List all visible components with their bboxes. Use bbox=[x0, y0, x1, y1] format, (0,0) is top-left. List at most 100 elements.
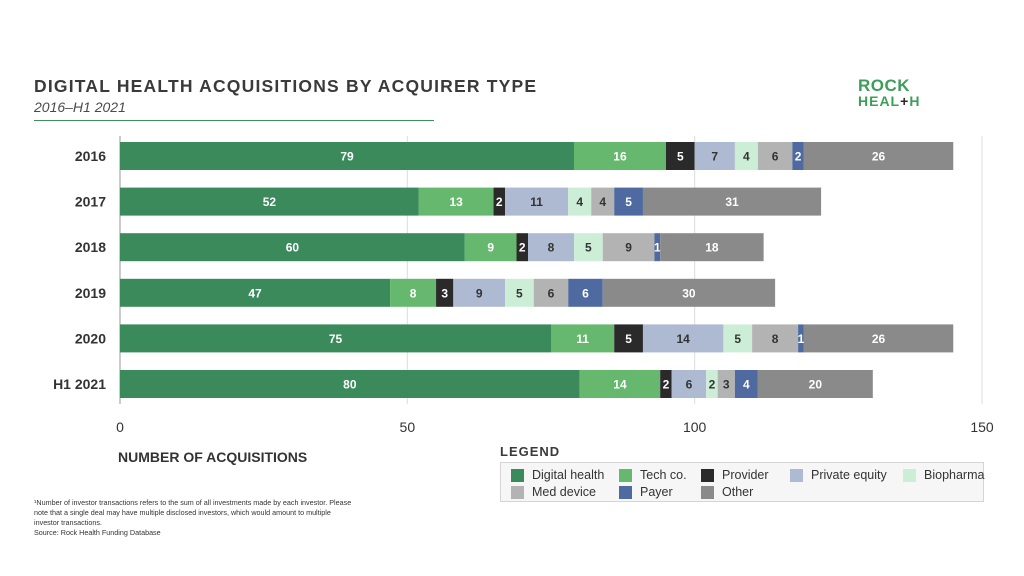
bar-segment bbox=[803, 324, 954, 353]
legend-item: Payer bbox=[619, 485, 673, 499]
bar-segment bbox=[528, 233, 574, 262]
bar-segment bbox=[660, 233, 764, 262]
bar-segment bbox=[757, 370, 873, 398]
legend-swatch bbox=[511, 468, 524, 482]
x-axis-label: NUMBER OF ACQUISITIONS bbox=[118, 449, 307, 465]
legend-label: Tech co. bbox=[640, 468, 687, 482]
bar-segment bbox=[614, 324, 643, 353]
data-label: 5 bbox=[677, 150, 684, 164]
bar-segment bbox=[706, 370, 718, 398]
bar-segment bbox=[120, 142, 574, 170]
bar-segment bbox=[120, 370, 580, 398]
data-label: 16 bbox=[613, 150, 627, 164]
bar-segment bbox=[493, 187, 506, 216]
footnote: ¹Number of investor transactions refers … bbox=[34, 498, 354, 538]
bar-segment bbox=[453, 278, 506, 307]
logo-part-plus: + bbox=[900, 93, 910, 109]
logo-part-a: HEAL bbox=[858, 93, 901, 109]
data-label: 4 bbox=[743, 378, 750, 392]
legend-item: Biopharma bbox=[903, 468, 984, 482]
data-label: 8 bbox=[548, 241, 555, 255]
title-divider bbox=[34, 120, 434, 121]
data-label: 75 bbox=[329, 332, 343, 346]
category-label: 2016 bbox=[75, 148, 106, 164]
data-label: 4 bbox=[576, 195, 583, 209]
data-label: 2 bbox=[795, 150, 802, 164]
chart-subtitle: 2016–H1 2021 bbox=[34, 99, 126, 115]
data-label: 14 bbox=[676, 332, 690, 346]
legend-item: Med device bbox=[511, 485, 596, 499]
legend-label: Other bbox=[722, 485, 754, 499]
data-label: 5 bbox=[625, 332, 632, 346]
data-label: 5 bbox=[585, 241, 592, 255]
data-label: 5 bbox=[625, 195, 632, 209]
legend-label: Biopharma bbox=[924, 468, 985, 482]
bar-segment bbox=[798, 324, 804, 353]
bar-segment bbox=[516, 233, 529, 262]
legend-swatch bbox=[790, 468, 803, 482]
data-label: 79 bbox=[340, 150, 354, 164]
bar-segment bbox=[660, 370, 672, 398]
bar-segment bbox=[803, 142, 954, 170]
bar-segment bbox=[614, 187, 643, 216]
data-label: 1 bbox=[798, 332, 805, 346]
logo-line-1: ROCK bbox=[858, 76, 911, 95]
bar-segment bbox=[390, 278, 437, 307]
legend-label: Med device bbox=[532, 485, 596, 499]
legend-item: Digital health bbox=[511, 468, 604, 482]
x-tick-label: 100 bbox=[683, 419, 707, 435]
bar-segment bbox=[642, 187, 822, 216]
legend: Digital health Tech co. Provider Private eq… bbox=[500, 462, 984, 502]
bar-segment bbox=[436, 278, 454, 307]
bar-segment bbox=[602, 233, 655, 262]
data-label: 2 bbox=[663, 378, 670, 392]
data-label: 18 bbox=[705, 241, 719, 255]
legend-swatch bbox=[511, 485, 524, 499]
bar-segment bbox=[573, 233, 603, 262]
category-label: 2020 bbox=[75, 330, 106, 346]
legend-swatch bbox=[903, 468, 916, 482]
data-label: 8 bbox=[410, 286, 417, 300]
bar-segment bbox=[464, 233, 517, 262]
legend-item: Private equity bbox=[790, 468, 887, 482]
data-label: 4 bbox=[599, 195, 606, 209]
data-label: 5 bbox=[734, 332, 741, 346]
bar-segment bbox=[120, 278, 391, 307]
bar-segment bbox=[120, 324, 551, 353]
data-label: 11 bbox=[530, 195, 543, 209]
bar-segment bbox=[757, 142, 793, 170]
data-label: 2 bbox=[496, 195, 503, 209]
logo-part-c: H bbox=[909, 93, 921, 109]
data-label: 14 bbox=[613, 378, 627, 392]
category-label: H1 2021 bbox=[53, 376, 106, 392]
data-label: 80 bbox=[343, 378, 357, 392]
bar-segment bbox=[665, 142, 695, 170]
legend-swatch bbox=[619, 485, 632, 499]
bar-segment bbox=[418, 187, 494, 216]
data-label: 6 bbox=[548, 286, 555, 300]
bar-segment bbox=[120, 187, 419, 216]
bar-segment bbox=[551, 324, 615, 353]
data-label: 11 bbox=[576, 332, 589, 346]
legend-swatch bbox=[619, 468, 632, 482]
legend-item: Provider bbox=[701, 468, 769, 482]
legend-label: Payer bbox=[640, 485, 673, 499]
bar-segment bbox=[568, 187, 592, 216]
data-label: 9 bbox=[476, 286, 483, 300]
data-label: 13 bbox=[450, 195, 464, 209]
bar-segment bbox=[723, 324, 753, 353]
data-label: 5 bbox=[516, 286, 523, 300]
data-label: 4 bbox=[743, 150, 750, 164]
data-label: 9 bbox=[487, 241, 494, 255]
legend-label: Provider bbox=[722, 468, 769, 482]
bar-segment bbox=[533, 278, 569, 307]
bar-segment bbox=[642, 324, 724, 353]
data-label: 3 bbox=[723, 378, 730, 392]
data-label: 2 bbox=[709, 378, 716, 392]
bar-segment bbox=[573, 142, 666, 170]
data-label: 6 bbox=[582, 286, 589, 300]
data-label: 6 bbox=[772, 150, 779, 164]
bar-segment bbox=[734, 142, 758, 170]
data-label: 31 bbox=[725, 195, 739, 209]
